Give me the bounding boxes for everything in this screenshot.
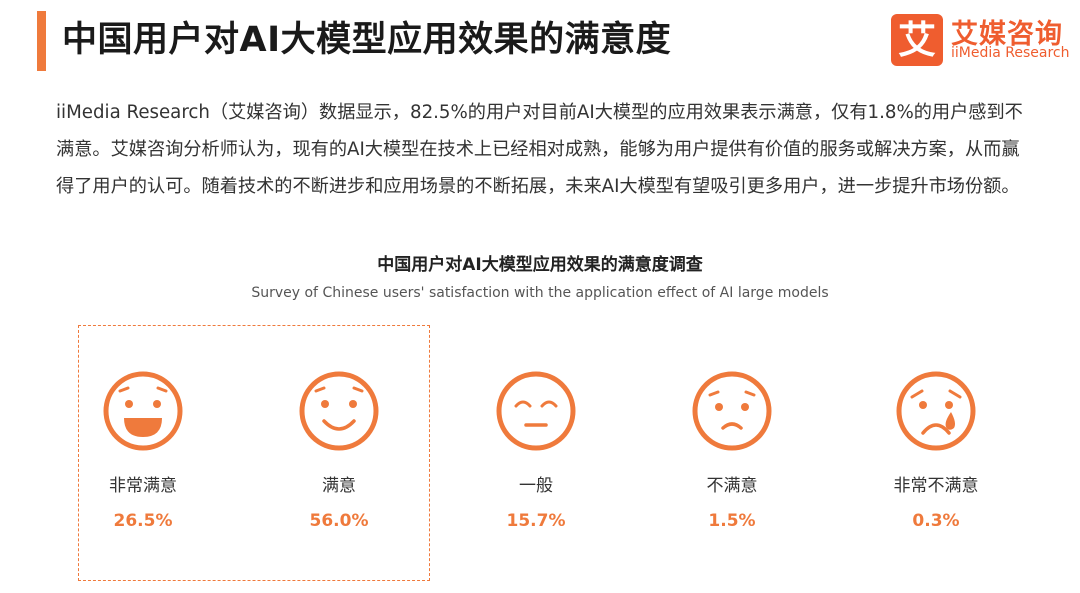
rating-4: 不满意 1.5%	[642, 371, 822, 532]
rating-value: 15.7%	[506, 511, 566, 531]
very-happy-face-icon	[53, 371, 233, 451]
chart-subtitle: Survey of Chinese users' satisfaction wi…	[251, 285, 829, 301]
satisfied-highlight-box	[78, 325, 430, 581]
happy-face-icon	[249, 371, 429, 451]
rating-label: 非常满意	[109, 476, 177, 496]
unhappy-face-icon	[642, 371, 822, 451]
logo-mark-icon: 艾	[891, 14, 943, 66]
page-title: 中国用户对AI大模型应用效果的满意度	[62, 20, 672, 60]
intro-paragraph: iiMedia Research（艾媒咨询）数据显示，82.5%的用户对目前AI…	[56, 102, 1023, 197]
rating-1: 非常满意 26.5%	[53, 371, 233, 532]
rating-5: 非常不满意 0.3%	[846, 371, 1026, 532]
brand-logo: 艾 艾媒咨询 iiMedia Research	[891, 14, 1070, 66]
rating-label: 非常不满意	[893, 476, 979, 496]
rating-2: 满意 56.0%	[249, 371, 429, 532]
title-accent-bar	[37, 11, 46, 71]
rating-3: 一般 15.7%	[446, 371, 626, 532]
logo-chinese-name: 艾媒咨询	[951, 19, 1063, 50]
rating-label: 不满意	[706, 476, 758, 496]
rating-label: 满意	[322, 476, 356, 496]
neutral-face-icon	[446, 371, 626, 451]
rating-value: 0.3%	[912, 511, 960, 531]
rating-value: 1.5%	[708, 511, 756, 531]
logo-english-name: iiMedia Research	[951, 45, 1070, 61]
crying-face-icon	[846, 371, 1026, 451]
rating-value: 26.5%	[113, 511, 173, 531]
rating-label: 一般	[519, 476, 553, 496]
rating-value: 56.0%	[309, 511, 369, 531]
chart-title: 中国用户对AI大模型应用效果的满意度调查	[377, 255, 703, 275]
